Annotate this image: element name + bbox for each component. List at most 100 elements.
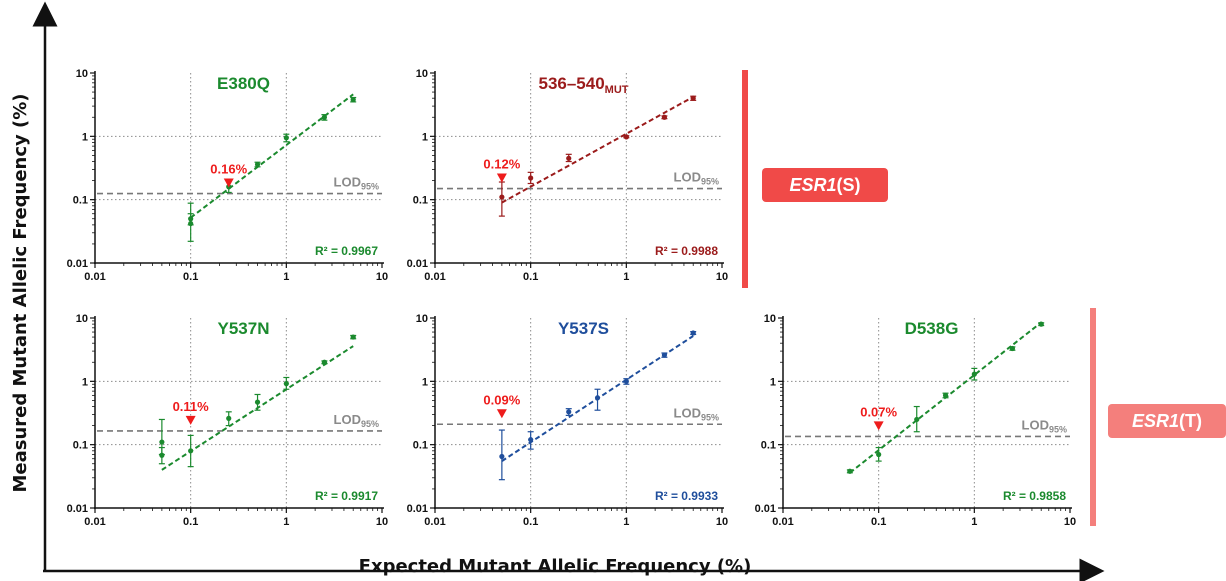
data-point — [283, 135, 289, 141]
data-point — [661, 114, 668, 120]
panel-3: 0.01 0.1 1 10 0.01 0.1 1 10 LOD95% 0.11% Y537N R² =… — [67, 313, 389, 528]
y-tick-label: 0.01 — [67, 258, 88, 270]
y-tick-label: 0.1 — [73, 440, 88, 452]
data-point — [283, 381, 289, 387]
group-badge-s: ESR1(S) — [762, 168, 888, 202]
x-tick-label: 0.01 — [772, 516, 793, 528]
x-tick-label: 0.1 — [523, 516, 538, 528]
y-tick-label: 10 — [76, 313, 88, 325]
panel-title: Y537S — [558, 319, 609, 338]
r-squared: R² = 0.9988 — [655, 244, 718, 258]
r-squared: R² = 0.9967 — [315, 244, 378, 258]
lod-annotation: 0.11% — [173, 399, 210, 414]
lod-label: LOD95% — [334, 412, 379, 429]
data-point — [159, 439, 165, 445]
lod-annotation: 0.16% — [210, 162, 247, 177]
x-tick-label: 10 — [716, 516, 728, 528]
x-tick-label: 0.1 — [183, 516, 198, 528]
panel-2: 0.01 0.1 1 10 0.01 0.1 1 10 LOD95% 0.12% 536–540MU… — [407, 68, 729, 283]
data-point — [159, 452, 165, 458]
data-point — [1038, 321, 1044, 327]
data-point — [690, 95, 696, 101]
data-point — [321, 359, 328, 365]
panel-5: 0.01 0.1 1 10 0.01 0.1 1 10 LOD95% 0.07% D538G R² =… — [755, 313, 1077, 528]
data-point — [876, 451, 882, 458]
panel-4: 0.01 0.1 1 10 0.01 0.1 1 10 LOD95% 0.09% Y537S R² =… — [407, 313, 729, 528]
y-tick-label: 1 — [770, 376, 776, 388]
lod-label: LOD95% — [674, 170, 719, 187]
data-point — [350, 334, 356, 340]
panel-title: D538G — [905, 319, 959, 338]
panel-title: Y537N — [218, 319, 270, 338]
group-badge-s-suffix: (S) — [837, 175, 861, 195]
data-point — [942, 392, 949, 398]
x-tick-label: 1 — [971, 516, 977, 528]
data-point — [971, 371, 977, 377]
data-point — [914, 416, 920, 423]
panel-1: 0.01 0.1 1 10 0.01 0.1 1 10 LOD95% 0.16% E380Q R² =… — [67, 68, 389, 283]
data-point — [254, 161, 261, 168]
data-point — [254, 399, 261, 405]
svg-text:ESR1(S): ESR1(S) — [789, 175, 860, 195]
data-point — [226, 415, 232, 421]
r-squared: R² = 0.9858 — [1003, 489, 1066, 503]
data-point — [690, 330, 696, 336]
y-tick-label: 0.01 — [755, 503, 776, 515]
y-tick-label: 1 — [422, 131, 428, 143]
panel-title: E380Q — [217, 74, 270, 93]
data-point — [188, 216, 194, 222]
data-point — [528, 175, 534, 181]
fit-line — [190, 93, 354, 219]
x-tick-label: 0.1 — [523, 271, 538, 283]
svg-text:ESR1(T): ESR1(T) — [1132, 411, 1202, 431]
figure-y-axis-title: Measured Mutant Allelic Frequency (%) — [10, 93, 31, 492]
data-point — [499, 194, 505, 200]
r-squared: R² = 0.9933 — [655, 489, 718, 503]
data-point — [623, 378, 629, 384]
y-tick-label: 0.1 — [413, 195, 428, 207]
data-point — [188, 448, 194, 454]
data-point — [499, 453, 505, 460]
x-tick-label: 10 — [376, 271, 388, 283]
y-tick-label: 10 — [416, 313, 428, 325]
x-tick-label: 0.1 — [183, 271, 198, 283]
y-tick-label: 0.1 — [413, 440, 428, 452]
lod-annotation: 0.07% — [860, 404, 897, 419]
lod-label: LOD95% — [1022, 417, 1067, 434]
figure-x-axis-title: Expected Mutant Allelic Frequency (%) — [359, 556, 752, 577]
x-tick-label: 10 — [716, 271, 728, 283]
data-point — [847, 468, 853, 474]
x-tick-label: 1 — [283, 271, 289, 283]
data-point — [661, 352, 668, 358]
y-tick-label: 1 — [82, 131, 88, 143]
y-tick-label: 0.1 — [761, 440, 776, 452]
y-tick-label: 10 — [416, 68, 428, 80]
y-tick-label: 10 — [764, 313, 776, 325]
lod-label: LOD95% — [334, 175, 379, 192]
lod-label: LOD95% — [674, 405, 719, 422]
data-point — [528, 437, 534, 443]
panel-title: 536–540MUT — [538, 74, 628, 96]
data-point — [594, 395, 601, 401]
y-tick-label: 1 — [82, 376, 88, 388]
x-tick-label: 0.01 — [424, 271, 445, 283]
fit-line — [501, 95, 694, 204]
group-badge-t: ESR1(T) — [1108, 404, 1226, 438]
y-tick-label: 10 — [76, 68, 88, 80]
lod-marker-triangle — [496, 409, 507, 419]
data-point — [1009, 345, 1016, 352]
data-point — [321, 114, 328, 120]
lod-marker-triangle — [873, 421, 884, 431]
r-squared: R² = 0.9917 — [315, 489, 378, 503]
x-tick-label: 1 — [283, 516, 289, 528]
x-tick-label: 10 — [1064, 516, 1076, 528]
y-tick-label: 0.01 — [407, 503, 428, 515]
x-tick-label: 10 — [376, 516, 388, 528]
group-bar-s — [742, 70, 748, 288]
group-badge-s-gene: ESR1 — [789, 175, 836, 195]
x-tick-label: 0.01 — [84, 271, 105, 283]
data-point — [350, 97, 356, 103]
group-badge-t-gene: ESR1 — [1132, 411, 1179, 431]
y-tick-label: 0.1 — [73, 195, 88, 207]
